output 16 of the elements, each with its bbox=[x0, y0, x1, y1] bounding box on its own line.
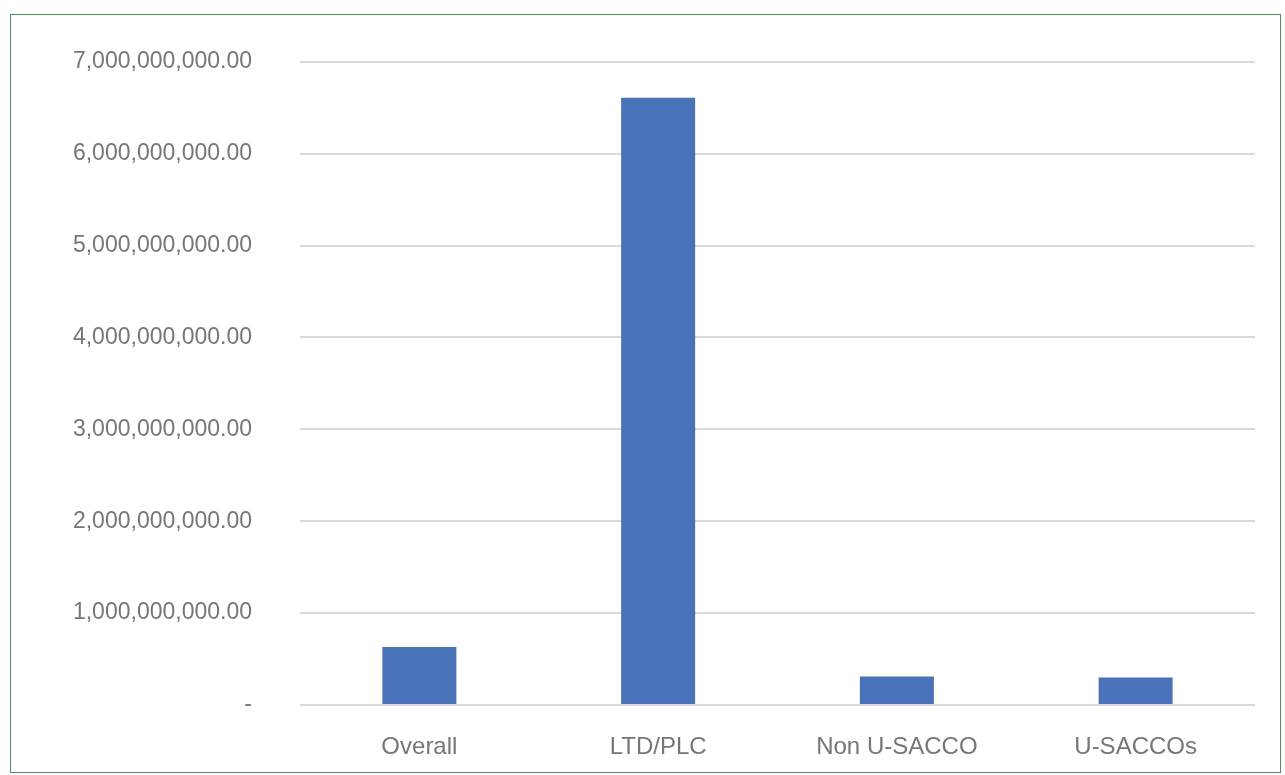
x-tick-label: Non U-SACCO bbox=[816, 732, 978, 760]
bar bbox=[1098, 677, 1173, 704]
bar bbox=[859, 676, 934, 704]
y-tick-label: 1,000,000,000.00 bbox=[72, 598, 252, 625]
x-tick-label: Overall bbox=[381, 732, 458, 760]
y-tick-label: 3,000,000,000.00 bbox=[72, 414, 252, 441]
bar bbox=[382, 647, 457, 704]
bar bbox=[621, 97, 696, 704]
y-tick-label: - bbox=[244, 690, 252, 717]
y-tick-label: 6,000,000,000.00 bbox=[72, 139, 252, 166]
y-tick-label: 4,000,000,000.00 bbox=[72, 322, 252, 349]
y-tick-label: 5,000,000,000.00 bbox=[72, 230, 252, 257]
y-tick-label: 7,000,000,000.00 bbox=[72, 47, 252, 74]
x-tick-label: LTD/PLC bbox=[609, 732, 707, 760]
x-tick-label: U-SACCOs bbox=[1074, 732, 1197, 760]
y-tick-label: 2,000,000,000.00 bbox=[72, 506, 252, 533]
